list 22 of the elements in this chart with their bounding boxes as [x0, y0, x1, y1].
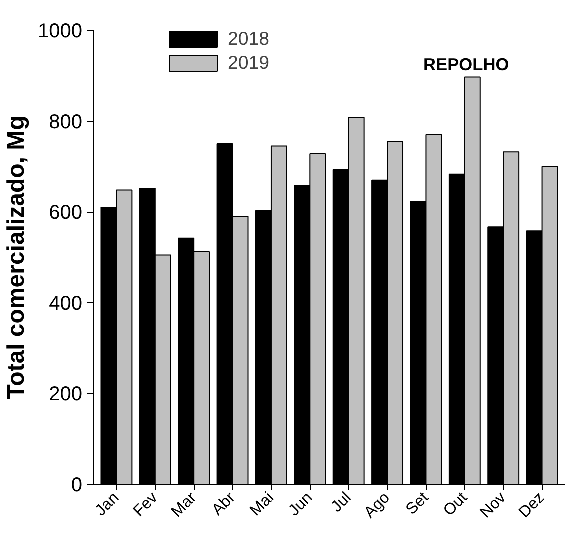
y-tick-label: 600	[49, 202, 83, 224]
text: REPOLHO	[424, 54, 510, 74]
y-axis-title: Total comercializado, Mg	[3, 116, 30, 400]
x-tick-label: Mar	[168, 489, 201, 521]
x-tick-label: Jun	[286, 489, 316, 520]
x-tick-label: Jan	[92, 489, 123, 520]
x-tick-label: Nov	[477, 489, 510, 522]
x-tick-label: Mai	[247, 489, 278, 520]
x-tick-label: Abr	[209, 489, 240, 520]
y-tick-label: 0	[71, 474, 82, 496]
y-tick-label: 800	[49, 111, 83, 134]
x-tick-label: Fev	[130, 489, 162, 520]
legend-label: 2018	[228, 29, 270, 50]
x-tick-label: Jul	[328, 489, 355, 516]
x-tick-label: Dez	[516, 489, 548, 522]
y-tick-label: 1000	[38, 20, 83, 42]
x-tick-label: Set	[403, 489, 433, 518]
x-tick-label: Ago	[361, 489, 394, 522]
x-tick-label: Out	[440, 489, 472, 520]
y-tick-label: 400	[49, 292, 83, 315]
y-tick-label: 200	[49, 384, 83, 406]
legend-label: 2019	[228, 52, 270, 74]
